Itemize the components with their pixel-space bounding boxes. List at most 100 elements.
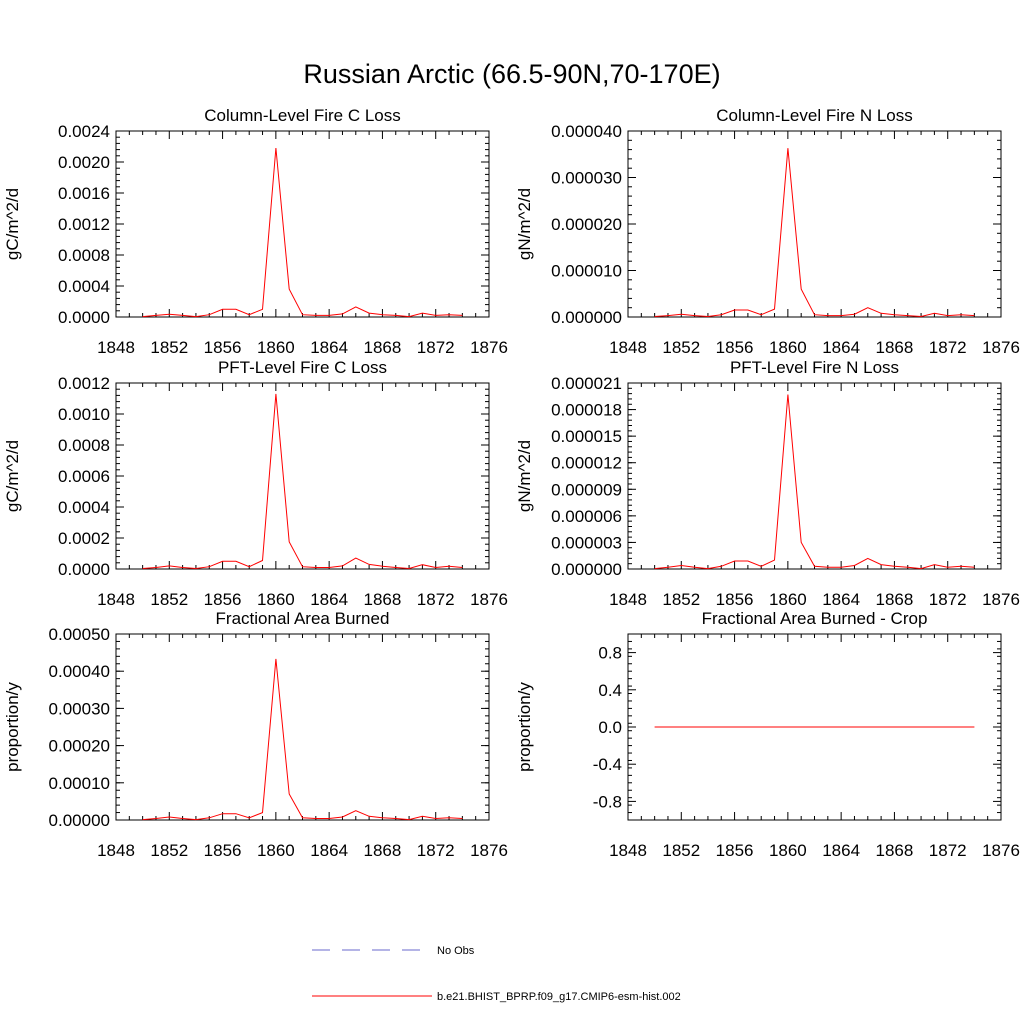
y-tick-label: 0.000018: [551, 401, 622, 420]
y-tick-label: 0.000006: [551, 507, 622, 526]
y-tick-label: 0.0006: [58, 467, 110, 486]
y-axis-label: proportion/y: [3, 682, 22, 772]
y-tick-label: 0.00000: [49, 811, 110, 830]
x-tick-label: 1868: [364, 841, 402, 860]
panels: Column-Level Fire C Loss gC/m^2/d 1848 1852…: [3, 106, 1020, 860]
x-tick-label: 1872: [417, 590, 455, 609]
plot-frame: [115, 130, 490, 318]
x-tick-label: 1860: [769, 841, 807, 860]
x-tick-label: 1852: [150, 841, 188, 860]
x-tick-label: 1864: [822, 841, 860, 860]
x-tick-label: 1852: [662, 590, 700, 609]
y-tick-label: 0.0024: [58, 122, 110, 141]
x-tick-label: 1848: [97, 590, 135, 609]
y-tick-label: 0.0000: [58, 560, 110, 579]
y-tick-label: -0.8: [593, 792, 622, 811]
x-tick-label: 1872: [417, 841, 455, 860]
y-tick-label: 0.00020: [49, 737, 110, 756]
y-tick-label: 0.0004: [58, 498, 110, 517]
x-tick-label: 1864: [310, 590, 348, 609]
x-tick-label: 1876: [982, 338, 1020, 357]
y-tick-label: 0.0: [598, 718, 622, 737]
x-tick-label: 1876: [470, 590, 508, 609]
y-axis-label: proportion/y: [515, 682, 534, 772]
y-tick-label: 0.000030: [551, 169, 622, 188]
y-tick-label: 0.000010: [551, 262, 622, 281]
x-tick-label: 1860: [257, 338, 295, 357]
x-tick-label: 1852: [662, 338, 700, 357]
y-tick-label: 0.000009: [551, 480, 622, 499]
panel-title: PFT-Level Fire N Loss: [730, 358, 899, 377]
x-tick-label: 1872: [929, 338, 967, 357]
y-axis-label: gC/m^2/d: [3, 188, 22, 260]
x-tick-label: 1856: [204, 338, 242, 357]
y-tick-label: 0.8: [598, 644, 622, 663]
x-tick-label: 1860: [257, 841, 295, 860]
x-tick-label: 1872: [929, 841, 967, 860]
x-tick-label: 1868: [876, 841, 914, 860]
y-tick-label: 0.0016: [58, 184, 110, 203]
x-tick-label: 1848: [97, 841, 135, 860]
y-axis-label: gC/m^2/d: [3, 440, 22, 512]
series-line-1: [654, 148, 975, 318]
panel-title: PFT-Level Fire C Loss: [218, 358, 387, 377]
y-axis-label: gN/m^2/d: [515, 440, 534, 512]
y-tick-label: 0.0012: [58, 215, 110, 234]
y-tick-label: -0.4: [593, 755, 622, 774]
x-tick-label: 1868: [364, 338, 402, 357]
panel-6: Fractional Area Burned - Crop proportion/…: [515, 609, 1020, 860]
y-tick-label: 0.0008: [58, 436, 110, 455]
plot-frame: [627, 382, 1002, 570]
x-tick-label: 1852: [150, 338, 188, 357]
y-tick-label: 0.0010: [58, 405, 110, 424]
y-tick-label: 0.00010: [49, 774, 110, 793]
x-tick-label: 1868: [876, 338, 914, 357]
legend-obs-label: No Obs: [437, 945, 475, 957]
y-tick-label: 0.000012: [551, 454, 622, 473]
x-tick-label: 1860: [769, 590, 807, 609]
series-line-1: [654, 394, 975, 570]
x-tick-label: 1876: [470, 841, 508, 860]
y-tick-label: 0.0002: [58, 529, 110, 548]
y-tick-label: 0.0008: [58, 246, 110, 265]
y-tick-label: 0.0012: [58, 374, 110, 393]
legend-model-label: b.e21.BHIST_BPRP.f09_g17.CMIP6-esm-hist.…: [437, 991, 681, 1003]
plot-frame: [115, 633, 490, 821]
series-line-1: [142, 393, 463, 570]
panel-4: PFT-Level Fire N Loss gN/m^2/d 1848 1852 185…: [515, 358, 1020, 609]
x-tick-label: 1876: [982, 841, 1020, 860]
x-tick-label: 1856: [716, 338, 754, 357]
y-tick-label: 0.000040: [551, 122, 622, 141]
panel-1: Column-Level Fire C Loss gC/m^2/d 1848 1852…: [3, 106, 508, 357]
x-tick-label: 1848: [97, 338, 135, 357]
x-tick-label: 1856: [204, 841, 242, 860]
y-tick-label: 0.000021: [551, 374, 622, 393]
panel-title: Column-Level Fire C Loss: [204, 106, 401, 125]
x-tick-label: 1860: [769, 338, 807, 357]
y-tick-label: 0.0020: [58, 153, 110, 172]
x-tick-label: 1852: [662, 841, 700, 860]
x-tick-label: 1872: [417, 338, 455, 357]
panel-2: Column-Level Fire N Loss gN/m^2/d 1848 1852…: [515, 106, 1020, 357]
x-tick-label: 1864: [310, 338, 348, 357]
x-tick-label: 1856: [204, 590, 242, 609]
x-tick-label: 1864: [822, 338, 860, 357]
y-tick-label: 0.000020: [551, 215, 622, 234]
y-tick-label: 0.000000: [551, 560, 622, 579]
x-tick-label: 1864: [822, 590, 860, 609]
y-tick-label: 0.0000: [58, 308, 110, 327]
legend: No Obs b.e21.BHIST_BPRP.f09_g17.CMIP6-es…: [312, 945, 681, 1003]
page-title: Russian Arctic (66.5-90N,70-170E): [303, 59, 720, 89]
y-tick-label: 0.000000: [551, 308, 622, 327]
panel-title: Column-Level Fire N Loss: [716, 106, 913, 125]
x-tick-label: 1876: [982, 590, 1020, 609]
series-line-1: [142, 658, 463, 821]
panel-title: Fractional Area Burned: [216, 609, 390, 628]
x-tick-label: 1860: [257, 590, 295, 609]
x-tick-label: 1868: [364, 590, 402, 609]
x-tick-label: 1848: [609, 841, 647, 860]
y-axis-label: gN/m^2/d: [515, 188, 534, 260]
y-tick-label: 0.0004: [58, 277, 110, 296]
